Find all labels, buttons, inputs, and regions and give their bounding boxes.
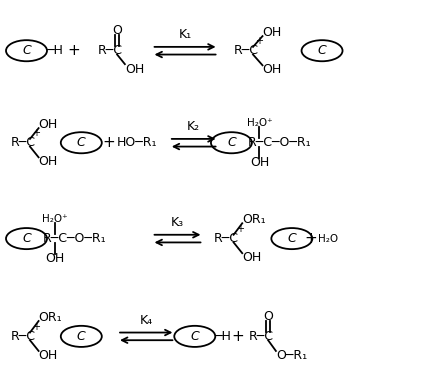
Text: OH: OH <box>45 252 64 265</box>
Text: R─C: R─C <box>98 44 123 57</box>
Text: O─R₁: O─R₁ <box>276 349 307 362</box>
Text: H₂O: H₂O <box>318 234 338 244</box>
Text: ─H: ─H <box>46 44 63 57</box>
Text: K₃: K₃ <box>171 216 184 229</box>
Text: OH: OH <box>242 251 261 264</box>
Text: C: C <box>288 232 296 245</box>
Text: C: C <box>77 136 86 149</box>
Text: OH: OH <box>38 156 58 168</box>
Text: O: O <box>263 310 273 323</box>
Text: H₂O⁺: H₂O⁺ <box>42 214 67 224</box>
Text: OH: OH <box>263 63 282 76</box>
Text: C: C <box>22 44 31 57</box>
Text: ─H: ─H <box>214 330 231 343</box>
Text: +: + <box>32 128 40 138</box>
Text: +: + <box>32 322 40 332</box>
Text: OR₁: OR₁ <box>242 213 266 226</box>
Text: R─C: R─C <box>234 44 259 57</box>
Text: HO─R₁: HO─R₁ <box>117 136 158 149</box>
Text: K₂: K₂ <box>187 120 200 133</box>
Text: R─C: R─C <box>10 330 35 343</box>
Text: R─C: R─C <box>10 136 35 149</box>
Text: R─C─O─R₁: R─C─O─R₁ <box>248 136 312 149</box>
Text: +: + <box>236 224 244 234</box>
Text: K₁: K₁ <box>178 28 192 41</box>
Text: +: + <box>68 43 80 58</box>
Text: R─C─O─R₁: R─C─O─R₁ <box>43 232 107 245</box>
Text: C: C <box>22 232 31 245</box>
Text: C: C <box>318 44 326 57</box>
Text: +: + <box>102 135 115 150</box>
Text: +: + <box>304 231 317 246</box>
Text: C: C <box>191 330 199 343</box>
Text: OH: OH <box>125 63 144 76</box>
Text: C: C <box>77 330 86 343</box>
Text: OH: OH <box>263 26 282 39</box>
Text: OH: OH <box>38 118 58 131</box>
Text: C: C <box>227 136 236 149</box>
Text: H₂O⁺: H₂O⁺ <box>246 118 272 128</box>
Text: OH: OH <box>38 349 58 362</box>
Text: R─C: R─C <box>249 330 274 343</box>
Text: K₄: K₄ <box>140 314 153 327</box>
Text: +: + <box>255 36 263 46</box>
Text: R─C: R─C <box>214 232 239 245</box>
Text: O: O <box>112 24 122 37</box>
Text: OH: OH <box>250 156 269 169</box>
Text: OR₁: OR₁ <box>38 311 62 324</box>
Text: +: + <box>232 329 244 344</box>
